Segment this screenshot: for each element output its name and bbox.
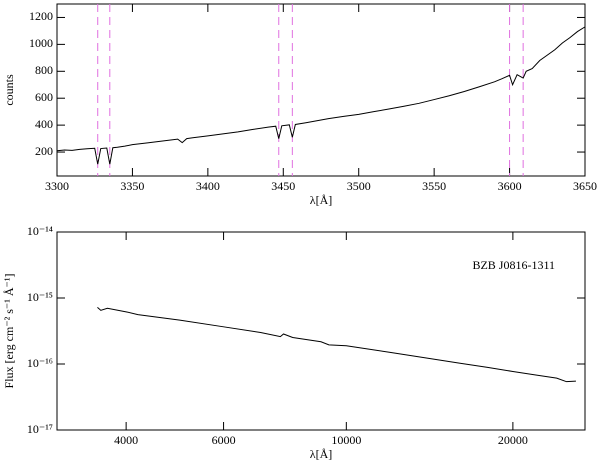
plot-frame — [56, 231, 586, 431]
y-tick-label: 10⁻¹⁵ — [27, 290, 53, 304]
y-tick-label: 800 — [35, 63, 53, 77]
x-tick-label: 3450 — [271, 179, 295, 193]
spectrum-line — [97, 307, 576, 383]
x-tick-label: 3650 — [573, 179, 597, 193]
y-axis-label: counts — [2, 74, 16, 106]
x-tick-label: 3500 — [347, 179, 371, 193]
annotation: BZB J0816-1311 — [472, 258, 555, 272]
y-tick-label: 10⁻¹⁶ — [27, 356, 53, 370]
x-axis-label: λ[Å] — [310, 193, 332, 207]
x-tick-label: 3400 — [196, 179, 220, 193]
x-tick-label: 3350 — [120, 179, 144, 193]
x-tick-label: 4000 — [114, 433, 138, 447]
x-tick-label: 3600 — [498, 179, 522, 193]
y-tick-label: 1000 — [29, 36, 53, 50]
y-tick-label: 400 — [35, 117, 53, 131]
x-tick-label: 6000 — [212, 433, 236, 447]
plot-frame — [56, 3, 586, 177]
y-tick-label: 200 — [35, 144, 53, 158]
y-tick-label: 1200 — [29, 9, 53, 23]
x-tick-label: 10000 — [331, 433, 361, 447]
x-axis-label: λ[Å] — [310, 447, 332, 461]
y-tick-label: 10⁻¹⁷ — [27, 422, 53, 436]
x-tick-label: 3550 — [422, 179, 446, 193]
y-axis-label: Flux [erg cm⁻² s⁻¹ Å⁻¹] — [2, 274, 16, 389]
x-tick-label: 3300 — [45, 179, 69, 193]
y-tick-label: 10⁻¹⁴ — [27, 224, 53, 238]
spectrum-line — [56, 26, 586, 165]
y-tick-label: 600 — [35, 90, 53, 104]
x-tick-label: 20000 — [498, 433, 528, 447]
